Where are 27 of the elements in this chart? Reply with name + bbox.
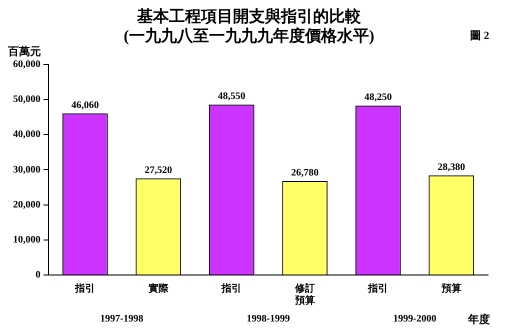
x-axis-title: 年度 [468, 312, 490, 327]
text: 1998-1999 [246, 314, 290, 325]
x-tick-label: 修訂預算 [294, 282, 315, 307]
text: 1997-1998 [100, 314, 144, 325]
chart-title: 基本工程項目開支與指引的比較 [136, 8, 362, 26]
y-tick-label: 20,000 [13, 199, 40, 210]
y-tick-label: 30,000 [13, 164, 40, 176]
x-tick-label: 實際 [147, 282, 170, 295]
x-tick-label: 指引 [367, 282, 388, 295]
y-tick-label: 60,000 [13, 58, 40, 70]
x-tick-label: 預算 [440, 282, 462, 295]
data-label: 48,550 [218, 91, 246, 102]
data-label: 28,380 [438, 162, 466, 173]
y-tick-label: 10,000 [13, 234, 40, 246]
text: 1999-2000 [393, 314, 436, 325]
caption: 圖 2 [470, 29, 490, 43]
x-tick-label: 指引 [74, 282, 96, 295]
data-label: 27,520 [144, 164, 172, 176]
y-tick-label: 0 [36, 270, 40, 281]
data-label: 26,780 [291, 168, 319, 179]
x-tick-label: 指引 [220, 282, 242, 295]
y-tick-label: 50,000 [13, 94, 40, 106]
chart-subtitle: (一九九八至一九九九年度價格水平) [124, 26, 374, 45]
data-label: 46,060 [71, 100, 99, 111]
data-label: 48,250 [364, 92, 392, 104]
y-axis-title: 百萬元 [8, 44, 41, 59]
y-tick-label: 40,000 [13, 129, 40, 140]
